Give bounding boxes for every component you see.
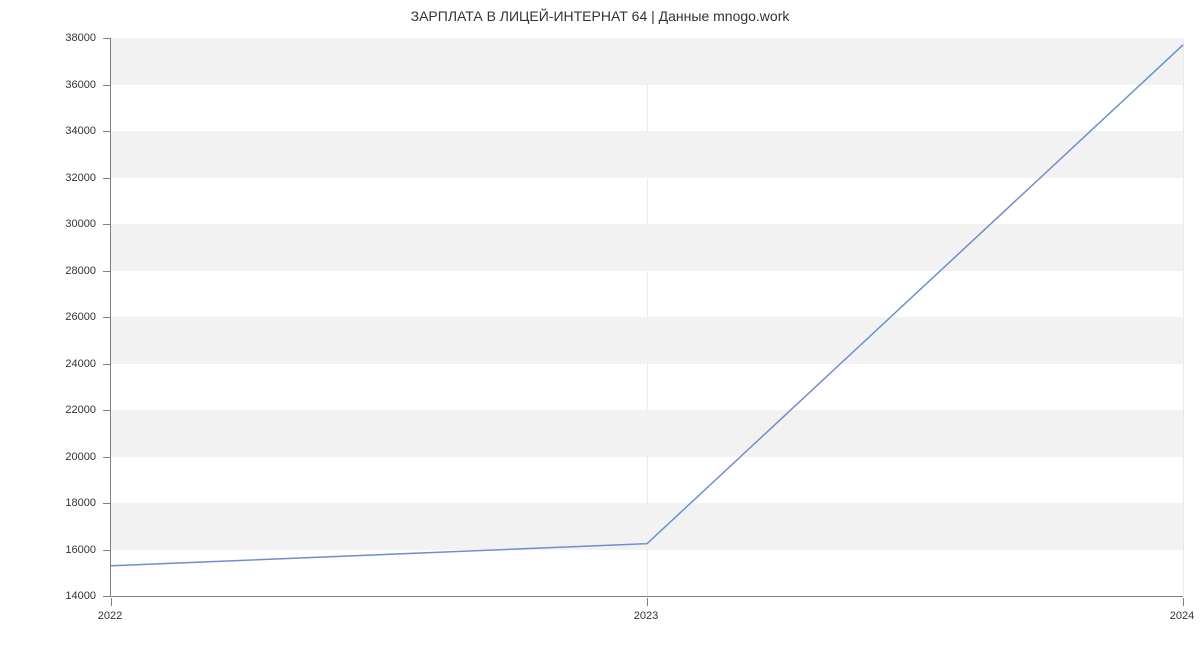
y-tick-label: 20000 xyxy=(0,451,96,463)
x-tick xyxy=(647,598,648,606)
y-tick xyxy=(103,503,111,504)
y-tick-label: 28000 xyxy=(0,265,96,277)
y-tick xyxy=(103,38,111,39)
y-tick-label: 30000 xyxy=(0,218,96,230)
y-tick-label: 34000 xyxy=(0,125,96,137)
y-tick xyxy=(103,550,111,551)
y-tick xyxy=(103,596,111,597)
y-tick-label: 26000 xyxy=(0,311,96,323)
x-tick xyxy=(1183,598,1184,606)
series-salary xyxy=(111,45,1183,566)
y-tick-label: 18000 xyxy=(0,497,96,509)
x-tick-label: 2022 xyxy=(98,610,122,622)
y-tick xyxy=(103,178,111,179)
y-tick-label: 32000 xyxy=(0,172,96,184)
x-gridline xyxy=(1183,38,1184,596)
y-tick xyxy=(103,364,111,365)
y-tick-label: 16000 xyxy=(0,544,96,556)
y-tick xyxy=(103,317,111,318)
x-tick-label: 2024 xyxy=(1170,610,1194,622)
line-layer xyxy=(111,38,1183,596)
y-tick xyxy=(103,85,111,86)
chart-title: ЗАРПЛАТА В ЛИЦЕЙ-ИНТЕРНАТ 64 | Данные mn… xyxy=(0,8,1200,24)
chart-container: ЗАРПЛАТА В ЛИЦЕЙ-ИНТЕРНАТ 64 | Данные mn… xyxy=(0,0,1200,650)
y-tick-label: 36000 xyxy=(0,79,96,91)
plot-area xyxy=(110,38,1183,597)
y-tick-label: 22000 xyxy=(0,404,96,416)
y-tick xyxy=(103,224,111,225)
y-tick xyxy=(103,457,111,458)
y-tick-label: 24000 xyxy=(0,358,96,370)
y-tick-label: 38000 xyxy=(0,32,96,44)
y-tick xyxy=(103,131,111,132)
x-tick xyxy=(111,598,112,606)
y-tick xyxy=(103,271,111,272)
y-tick-label: 14000 xyxy=(0,590,96,602)
x-tick-label: 2023 xyxy=(634,610,658,622)
y-tick xyxy=(103,410,111,411)
